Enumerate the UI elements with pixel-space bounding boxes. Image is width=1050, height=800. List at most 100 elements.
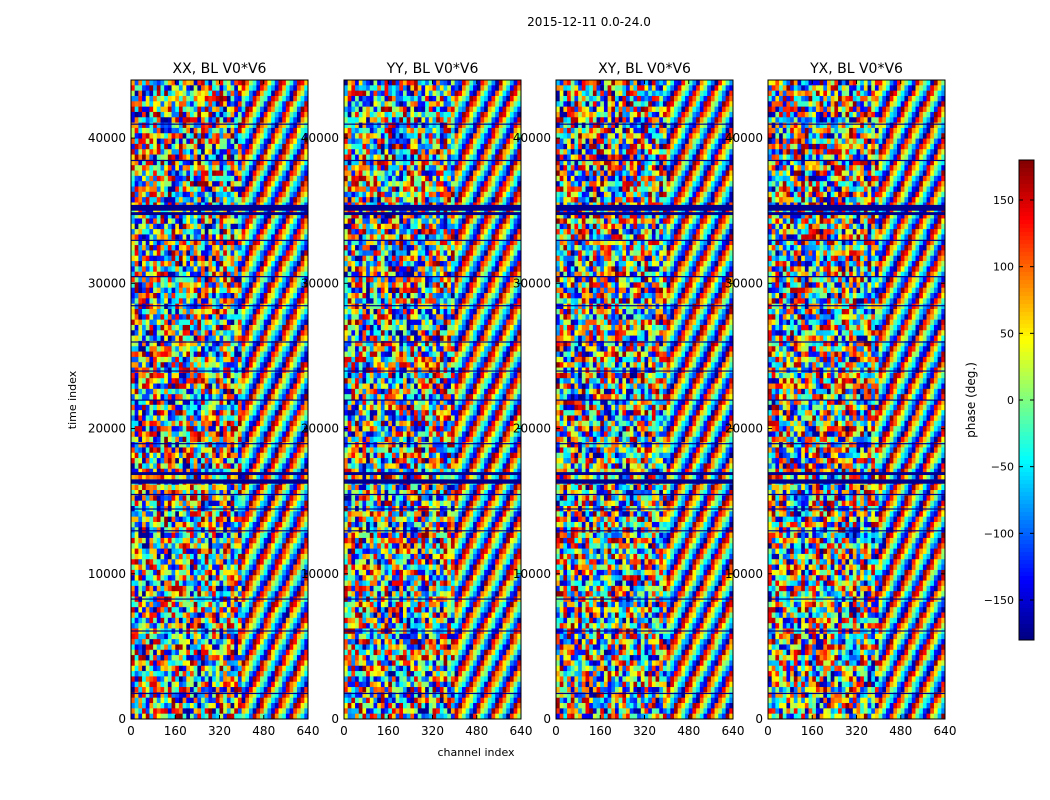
colorbar-segment bbox=[1019, 300, 1034, 305]
colorbar-segment bbox=[1019, 324, 1034, 329]
colorbar-segment bbox=[1019, 320, 1034, 325]
x-tick-label: 0 bbox=[127, 724, 135, 738]
panels-group: XX, BL V0*V6 0 160 320 480 640 0 10000 20000 3000… bbox=[88, 61, 957, 738]
colorbar-segment bbox=[1019, 236, 1034, 241]
x-tick-label: 640 bbox=[934, 724, 957, 738]
colorbar-segment bbox=[1019, 184, 1034, 189]
colorbar-segment bbox=[1019, 168, 1034, 173]
colorbar-segment bbox=[1019, 348, 1034, 353]
colorbar-segment bbox=[1019, 272, 1034, 277]
colorbar-segment bbox=[1019, 540, 1034, 545]
colorbar-segment bbox=[1019, 388, 1034, 393]
x-tick-label: 480 bbox=[465, 724, 488, 738]
x-tick-label: 0 bbox=[340, 724, 348, 738]
colorbar-tick-label: 0 bbox=[1007, 394, 1014, 407]
colorbar-segment bbox=[1019, 336, 1034, 341]
colorbar-segment bbox=[1019, 508, 1034, 513]
colorbar-segment bbox=[1019, 600, 1034, 605]
colorbar-segment bbox=[1019, 332, 1034, 337]
y-tick-label: 10000 bbox=[513, 567, 551, 581]
panel-1: XX, BL V0*V6 0 160 320 480 640 0 10000 20000 3000… bbox=[88, 61, 320, 738]
colorbar-segment bbox=[1019, 488, 1034, 493]
colorbar-segment bbox=[1019, 352, 1034, 357]
colorbar-segment bbox=[1019, 416, 1034, 421]
colorbar-segment bbox=[1019, 164, 1034, 169]
colorbar-segment bbox=[1019, 196, 1034, 201]
colorbar-segment bbox=[1019, 276, 1034, 281]
panel-title-3: XY, BL V0*V6 bbox=[598, 61, 691, 77]
colorbar-segment bbox=[1019, 216, 1034, 221]
colorbar-tick-label: −50 bbox=[991, 461, 1014, 474]
colorbar-segment bbox=[1019, 264, 1034, 269]
colorbar-segment bbox=[1019, 504, 1034, 509]
x-tick-label: 480 bbox=[252, 724, 275, 738]
x-axis-label: channel index bbox=[437, 746, 515, 759]
phase-image-3 bbox=[556, 80, 733, 719]
colorbar-segment bbox=[1019, 308, 1034, 313]
colorbar-segment bbox=[1019, 296, 1034, 301]
colorbar-segment bbox=[1019, 636, 1034, 641]
colorbar-segment bbox=[1019, 180, 1034, 185]
y-axis-label: time index bbox=[66, 370, 79, 429]
colorbar-segment bbox=[1019, 612, 1034, 617]
colorbar-segment bbox=[1019, 468, 1034, 473]
colorbar-segment bbox=[1019, 252, 1034, 257]
colorbar-segment bbox=[1019, 176, 1034, 181]
y-tick-label: 40000 bbox=[301, 131, 339, 145]
y-tick-label: 20000 bbox=[301, 422, 339, 436]
colorbar-segment bbox=[1019, 232, 1034, 237]
colorbar-segment bbox=[1019, 260, 1034, 265]
colorbar-segment bbox=[1019, 456, 1034, 461]
colorbar-segment bbox=[1019, 476, 1034, 481]
x-tick-label: 320 bbox=[845, 724, 868, 738]
colorbar-segment bbox=[1019, 224, 1034, 229]
colorbar-segment bbox=[1019, 172, 1034, 177]
x-axis-label-group: channel index bbox=[437, 746, 515, 759]
colorbar-segment bbox=[1019, 240, 1034, 245]
colorbar-segment bbox=[1019, 244, 1034, 249]
panel-3: XY, BL V0*V6 0 160 320 480 640 0 10000 20000 3000… bbox=[513, 61, 745, 738]
colorbar-segment bbox=[1019, 364, 1034, 369]
colorbar-segment bbox=[1019, 344, 1034, 349]
panel-title-1: XX, BL V0*V6 bbox=[173, 61, 267, 77]
x-tick-label: 640 bbox=[297, 724, 320, 738]
x-tick-label: 320 bbox=[208, 724, 231, 738]
colorbar-segment bbox=[1019, 284, 1034, 289]
y-axis-label-group: time index bbox=[66, 370, 79, 429]
colorbar-segment bbox=[1019, 340, 1034, 345]
colorbar-segment bbox=[1019, 160, 1034, 165]
colorbar-segment bbox=[1019, 448, 1034, 453]
colorbar-segment bbox=[1019, 552, 1034, 557]
y-tick-label: 0 bbox=[331, 712, 339, 726]
x-tick-label: 640 bbox=[722, 724, 745, 738]
y-tick-label: 0 bbox=[118, 712, 126, 726]
colorbar-segment bbox=[1019, 292, 1034, 297]
colorbar-segment bbox=[1019, 464, 1034, 469]
colorbar-segment bbox=[1019, 420, 1034, 425]
colorbar-segment bbox=[1019, 248, 1034, 253]
colorbar-segment bbox=[1019, 256, 1034, 261]
y-tick-label: 40000 bbox=[725, 131, 763, 145]
colorbar-segment bbox=[1019, 516, 1034, 521]
x-tick-label: 160 bbox=[164, 724, 187, 738]
colorbar-segment bbox=[1019, 596, 1034, 601]
x-tick-label: 320 bbox=[421, 724, 444, 738]
phase-image-4 bbox=[768, 80, 945, 719]
colorbar-segment bbox=[1019, 572, 1034, 577]
y-tick-label: 40000 bbox=[513, 131, 551, 145]
colorbar-segment bbox=[1019, 396, 1034, 401]
colorbar-segment bbox=[1019, 436, 1034, 441]
colorbar-segment bbox=[1019, 304, 1034, 309]
colorbar-segment bbox=[1019, 568, 1034, 573]
colorbar-segment bbox=[1019, 556, 1034, 561]
colorbar-segment bbox=[1019, 404, 1034, 409]
colorbar-segment bbox=[1019, 560, 1034, 565]
colorbar-segment bbox=[1019, 536, 1034, 541]
colorbar-segment bbox=[1019, 528, 1034, 533]
colorbar-segment bbox=[1019, 432, 1034, 437]
colorbar-segment bbox=[1019, 532, 1034, 537]
colorbar-segment bbox=[1019, 524, 1034, 529]
colorbar-segment bbox=[1019, 472, 1034, 477]
y-tick-label: 30000 bbox=[301, 276, 339, 290]
colorbar-segment bbox=[1019, 496, 1034, 501]
